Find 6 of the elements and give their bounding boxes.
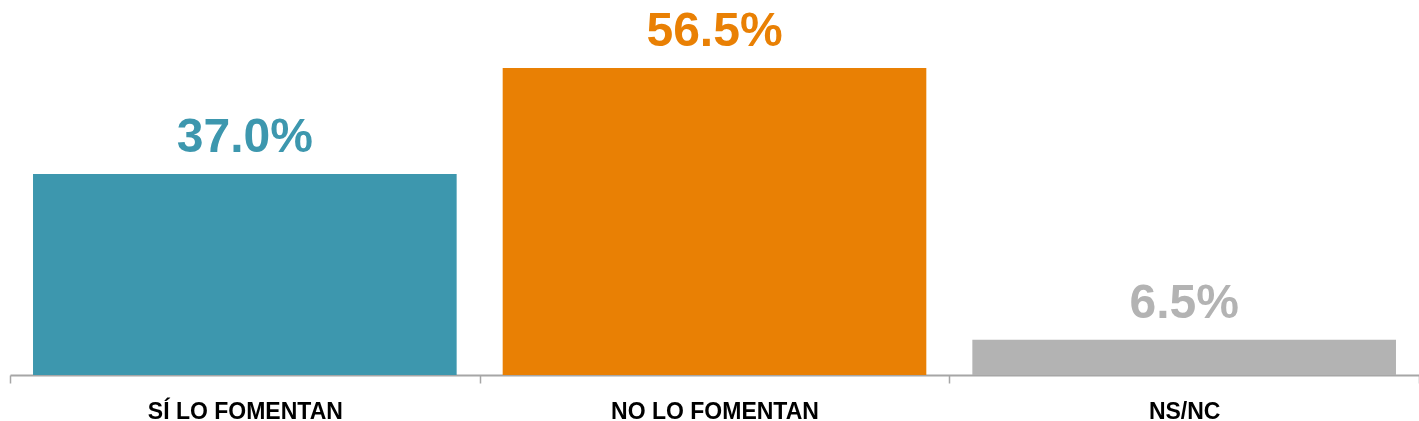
x-tick-label: NS/NC: [1148, 397, 1221, 421]
data-label: 6.5%: [1129, 274, 1239, 328]
data-label: 56.5%: [646, 3, 783, 56]
x-tick-label: SÍ LO FOMENTAN: [147, 396, 343, 421]
x-tick-label: NO LO FOMENTAN: [611, 397, 819, 421]
data-label: 37.0%: [176, 108, 313, 162]
